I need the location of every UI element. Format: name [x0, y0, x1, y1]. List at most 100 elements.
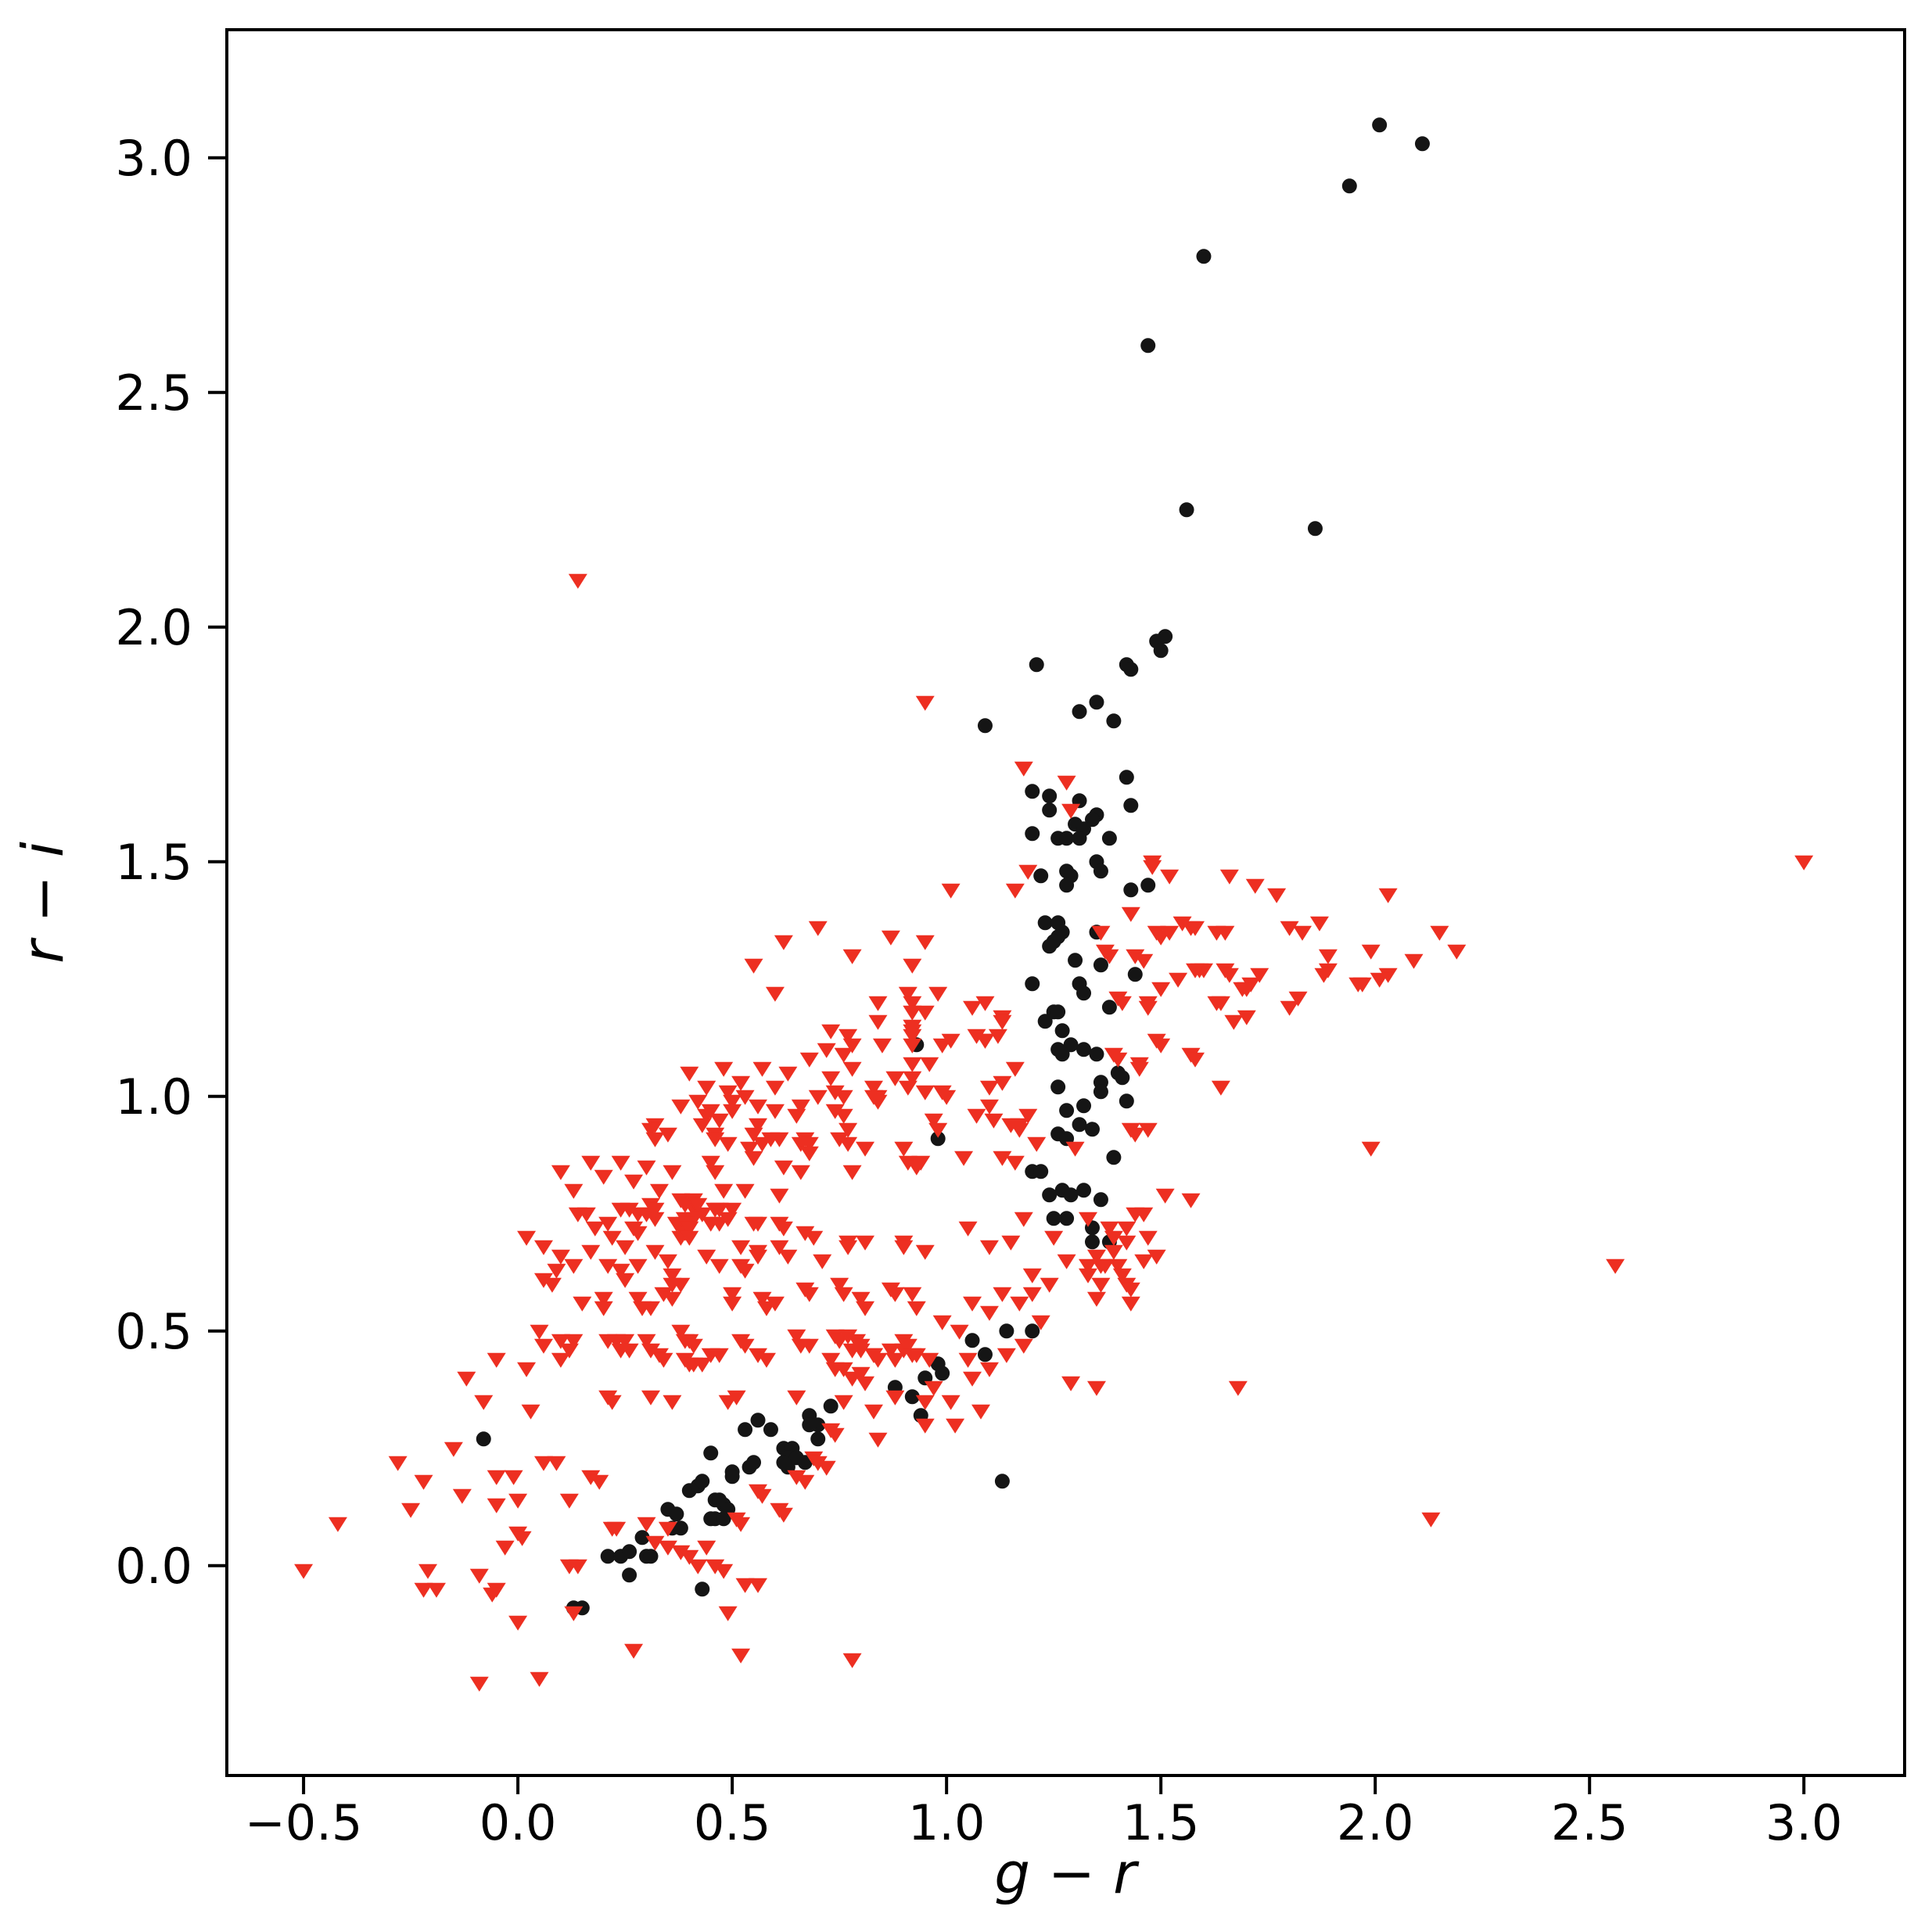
data-point-triangle-down — [795, 1226, 815, 1241]
x-tick-label: 1.0 — [908, 1794, 986, 1851]
data-point-triangle-down — [1108, 1258, 1128, 1274]
data-point-triangle-down — [637, 1334, 656, 1349]
data-point-triangle-down — [963, 1000, 982, 1016]
data-point-triangle-down — [903, 1348, 922, 1363]
data-point-triangle-down — [1018, 1108, 1038, 1124]
data-point-triangle-down — [911, 1155, 931, 1171]
data-point-triangle-down — [744, 958, 763, 974]
data-point-triangle-down — [1057, 1254, 1076, 1269]
data-point-triangle-down — [885, 1071, 905, 1086]
data-point-circle — [1025, 1323, 1040, 1339]
data-point-triangle-down — [533, 1273, 553, 1288]
data-point-triangle-down — [706, 1132, 725, 1147]
data-point-triangle-down — [817, 1043, 836, 1058]
data-point-circle — [622, 1544, 637, 1560]
data-point-circle — [1063, 1037, 1079, 1053]
data-point-triangle-down — [894, 1141, 914, 1157]
data-point-triangle-down — [663, 1291, 682, 1307]
data-point-triangle-down — [414, 1474, 433, 1490]
data-point-triangle-down — [1147, 1249, 1166, 1265]
data-point-triangle-down — [517, 1362, 537, 1377]
data-point-triangle-down — [706, 1165, 725, 1180]
data-point-triangle-down — [903, 1057, 922, 1072]
data-point-triangle-down — [1104, 1230, 1123, 1246]
data-point-triangle-down — [842, 1038, 862, 1054]
data-point-circle — [1106, 713, 1122, 729]
data-point-triangle-down — [581, 1244, 601, 1260]
data-point-triangle-down — [680, 1221, 699, 1237]
data-point-triangle-down — [749, 1249, 768, 1265]
data-point-circle — [977, 718, 993, 734]
data-point-triangle-down — [654, 1352, 673, 1368]
data-point-triangle-down — [1018, 864, 1038, 880]
data-point-triangle-down — [821, 1352, 841, 1368]
data-point-triangle-down — [749, 1216, 768, 1232]
data-point-triangle-down — [388, 1456, 408, 1471]
data-point-triangle-down — [530, 1671, 549, 1687]
data-point-circle — [1072, 1117, 1087, 1133]
x-tick-label: −0.5 — [245, 1794, 363, 1851]
data-point-triangle-down — [765, 986, 785, 1002]
data-point-triangle-down — [616, 1240, 635, 1255]
data-point-triangle-down — [1245, 878, 1265, 894]
data-point-triangle-down — [1022, 1287, 1042, 1302]
data-point-circle — [930, 1131, 946, 1147]
data-point-triangle-down — [834, 1395, 853, 1410]
data-point-triangle-down — [517, 1230, 537, 1246]
data-point-circle — [1372, 117, 1388, 133]
data-point-circle — [1123, 662, 1139, 677]
data-point-triangle-down — [508, 1615, 528, 1631]
data-point-triangle-down — [1091, 925, 1111, 941]
data-point-triangle-down — [1181, 1193, 1201, 1208]
data-point-triangle-down — [709, 1258, 729, 1274]
data-point-circle — [600, 1549, 616, 1564]
data-point-triangle-down — [624, 1174, 644, 1190]
data-point-triangle-down — [692, 1118, 712, 1133]
data-point-triangle-down — [765, 1080, 785, 1096]
data-point-triangle-down — [469, 1676, 489, 1692]
data-point-triangle-down — [658, 1521, 677, 1537]
data-point-triangle-down — [616, 1273, 635, 1288]
data-point-triangle-down — [839, 1329, 858, 1345]
data-point-triangle-down — [628, 1291, 648, 1307]
data-point-triangle-down — [1005, 1155, 1025, 1171]
data-point-triangle-down — [568, 1559, 587, 1574]
data-point-triangle-down — [551, 1249, 570, 1265]
data-point-triangle-down — [616, 1334, 635, 1349]
data-point-triangle-down — [735, 1263, 755, 1279]
data-point-triangle-down — [1138, 1122, 1158, 1138]
data-point-circle — [1042, 939, 1058, 954]
data-point-circle — [1076, 1183, 1092, 1198]
y-tick-label: 3.0 — [115, 130, 192, 187]
data-point-triangle-down — [487, 1498, 506, 1513]
data-point-triangle-down — [1010, 1296, 1029, 1312]
data-point-triangle-down — [1022, 1268, 1042, 1284]
data-point-triangle-down — [975, 1033, 995, 1049]
data-point-triangle-down — [993, 1075, 1012, 1091]
data-point-triangle-down — [932, 1315, 952, 1330]
data-point-triangle-down — [723, 1104, 742, 1119]
data-point-triangle-down — [1288, 991, 1308, 1007]
data-point-circle — [750, 1413, 766, 1428]
data-point-triangle-down — [864, 1080, 883, 1096]
data-point-triangle-down — [941, 1033, 961, 1049]
data-point-triangle-down — [1186, 963, 1205, 978]
data-point-triangle-down — [749, 1578, 768, 1593]
y-axis-label: r − i — [10, 842, 76, 964]
data-point-circle — [1046, 1211, 1061, 1226]
data-point-triangle-down — [731, 1517, 751, 1532]
data-point-triangle-down — [684, 1338, 703, 1354]
data-point-circle — [1063, 1187, 1079, 1203]
data-point-triangle-down — [1086, 1291, 1106, 1307]
data-point-circle — [1196, 249, 1212, 264]
data-point-triangle-down — [1138, 1000, 1158, 1016]
data-point-triangle-down — [1134, 953, 1154, 969]
data-point-circle — [1059, 831, 1075, 846]
data-point-circle — [1054, 1047, 1070, 1062]
data-point-triangle-down — [487, 1470, 506, 1485]
data-point-triangle-down — [663, 1268, 682, 1284]
data-point-circle — [1068, 953, 1083, 968]
data-point-triangle-down — [709, 1348, 729, 1363]
data-point-triangle-down — [735, 1578, 755, 1593]
data-point-triangle-down — [915, 1244, 935, 1260]
